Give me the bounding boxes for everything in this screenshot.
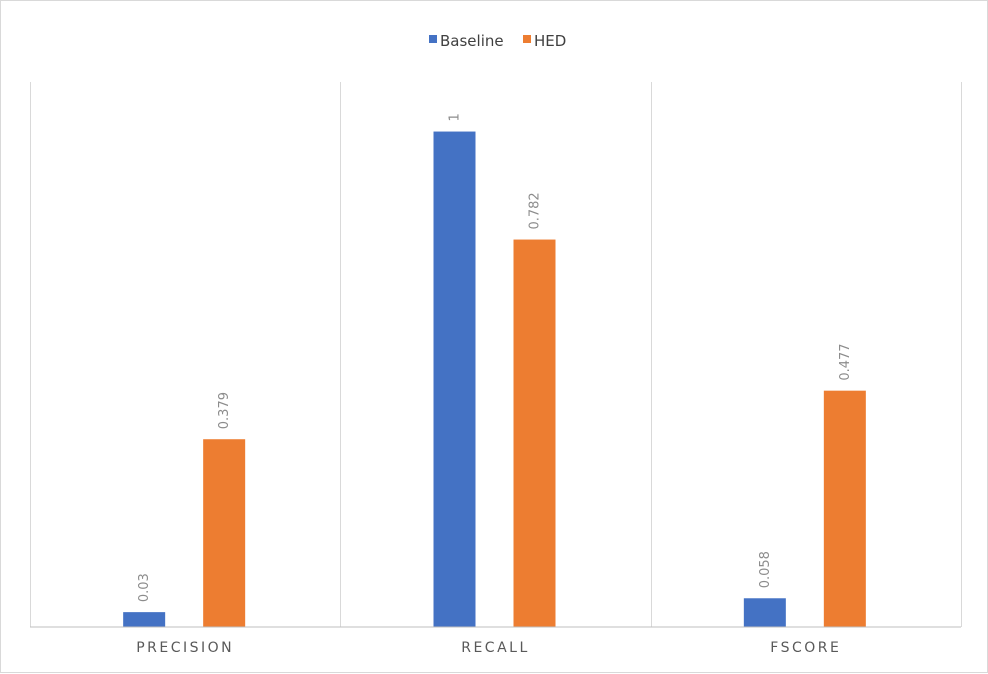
bar-hed-fscore (823, 390, 866, 627)
data-label-hed-recall: 0.782 (528, 192, 543, 229)
x-tick-labels: PRECISION RECALL FSCORE (136, 640, 841, 656)
legend-swatch-hed (523, 35, 531, 43)
legend-label-hed: HED (534, 32, 566, 50)
bar-baseline-recall (433, 131, 476, 627)
bar-baseline-fscore (743, 598, 786, 627)
bars (123, 131, 866, 627)
legend-swatch-baseline (429, 35, 437, 43)
x-tick-label-recall: RECALL (461, 640, 530, 656)
data-label-hed-precision: 0.379 (217, 392, 232, 429)
data-label-baseline-precision: 0.03 (137, 573, 152, 602)
bar-hed-recall (513, 239, 556, 627)
data-label-hed-fscore: 0.477 (838, 343, 853, 380)
data-label-baseline-recall: 1 (448, 113, 463, 121)
legend: Baseline HED (429, 32, 566, 50)
data-label-baseline-fscore: 0.058 (758, 551, 773, 588)
legend-label-baseline: Baseline (440, 32, 504, 50)
category-gridlines (30, 82, 962, 627)
x-tick-label-precision: PRECISION (136, 640, 234, 656)
data-labels: 0.03 0.379 1 0.782 0.058 0.477 (137, 113, 853, 602)
bar-hed-precision (203, 439, 246, 627)
bar-baseline-precision (123, 612, 166, 627)
x-tick-label-fscore: FSCORE (770, 640, 841, 656)
